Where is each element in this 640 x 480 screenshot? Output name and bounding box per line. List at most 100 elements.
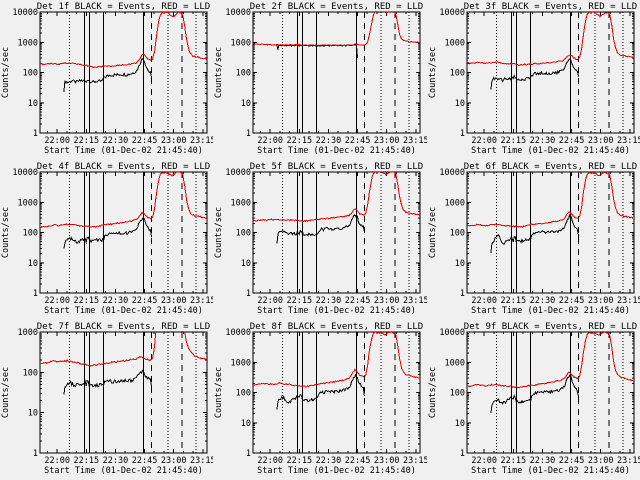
x-tick-label: 23:00 (374, 456, 400, 466)
x-tick-label: 23:15 (403, 136, 427, 146)
y-tick-label: 10000 (439, 8, 465, 18)
y-tick-label: 1000 (231, 38, 251, 48)
x-tick-label: 22:00 (257, 296, 283, 306)
reference-lines (281, 172, 410, 293)
x-tick-label: 22:45 (132, 136, 158, 146)
y-tick-label: 100 (23, 69, 38, 79)
y-tick-label: 100 (23, 368, 38, 378)
x-tick-label: 23:00 (161, 296, 187, 306)
axes (252, 171, 421, 294)
x-tick-label: 23:00 (588, 296, 614, 306)
y-tick-label: 10000 (225, 168, 251, 178)
x-tick-label: 22:30 (316, 456, 342, 466)
y-tick-label: 1 (246, 289, 251, 299)
chart-canvas-det-6f: Det 6f BLACK = Events, RED = LLD 1 10 100 10… (428, 162, 640, 316)
y-tick-label: 100 (236, 389, 251, 399)
x-tick-label: 22:15 (286, 456, 312, 466)
chart-canvas-det-4f: Det 4f BLACK = Events, RED = LLD 1 10 100 10… (1, 162, 216, 316)
y-tick-label: 10 (28, 259, 38, 269)
series-events-det-6f (490, 213, 579, 254)
x-axis-title: Start Time (01-Dec-02 21:45:40) (44, 146, 203, 156)
series-lld-det-2f (253, 12, 420, 47)
x-tick-label: 22:00 (471, 456, 497, 466)
series-lld-det-9f (467, 332, 634, 389)
y-axis-title: Counts/sec (428, 207, 438, 258)
x-tick-label: 22:45 (345, 296, 371, 306)
y-tick-label: 1000 (445, 198, 465, 208)
y-axis-title: Counts/sec (214, 367, 224, 418)
y-axis-title: Counts/sec (1, 47, 11, 98)
x-tick-label: 22:15 (500, 136, 526, 146)
x-tick-label: 22:45 (559, 456, 585, 466)
y-tick-label: 1 (33, 289, 38, 299)
x-tick-label: 23:15 (617, 296, 640, 306)
x-tick-label: 23:15 (190, 136, 213, 146)
series-lld-det-4f (40, 172, 207, 229)
reference-lines (495, 332, 624, 453)
series-events-det-7f (63, 369, 152, 395)
y-tick-label: 1 (246, 129, 251, 139)
x-axis-title: Start Time (01-Dec-02 21:45:40) (257, 146, 416, 156)
x-tick-label: 22:30 (530, 296, 556, 306)
series-lld-det-8f (253, 332, 420, 388)
y-tick-label: 1000 (445, 358, 465, 368)
y-axis-title: Counts/sec (214, 207, 224, 258)
y-tick-label: 100 (236, 229, 251, 239)
subplot-det-2f: Det 2f BLACK = Events, RED = LLD 1 10 100 10… (213, 0, 429, 160)
x-tick-label: 23:15 (190, 456, 213, 466)
x-tick-label: 22:45 (559, 136, 585, 146)
series-events-det-8f (276, 373, 365, 410)
y-tick-label: 1000 (445, 38, 465, 48)
chart-canvas-det-2f: Det 2f BLACK = Events, RED = LLD 1 10 100 10… (214, 2, 429, 156)
series-lld-det-7f (40, 332, 207, 367)
x-tick-label: 23:00 (588, 456, 614, 466)
chart-canvas-det-9f: Det 9f BLACK = Events, RED = LLD 1 10 100 10… (428, 322, 640, 476)
reference-lines (281, 12, 410, 133)
subplot-det-6f: Det 6f BLACK = Events, RED = LLD 1 10 100 10… (427, 160, 640, 320)
y-tick-label: 10 (28, 99, 38, 109)
series-events-det-4f (63, 216, 152, 249)
x-tick-label: 22:45 (132, 296, 158, 306)
x-tick-label: 23:15 (403, 456, 427, 466)
y-tick-label: 1000 (231, 358, 251, 368)
y-tick-label: 1 (460, 289, 465, 299)
x-tick-label: 23:15 (617, 456, 640, 466)
axes (39, 11, 208, 134)
y-tick-label: 1 (246, 449, 251, 459)
y-tick-label: 1 (460, 129, 465, 139)
reference-lines (68, 12, 197, 133)
x-tick-label: 22:15 (286, 136, 312, 146)
x-tick-label: 22:15 (286, 296, 312, 306)
chart-canvas-det-3f: Det 3f BLACK = Events, RED = LLD 1 10 100 10… (428, 2, 640, 156)
y-axis-title: Counts/sec (428, 47, 438, 98)
axes (39, 331, 208, 454)
x-tick-label: 22:30 (316, 136, 342, 146)
y-tick-label: 10 (455, 259, 465, 269)
plot-title: Det 1f BLACK = Events, RED = LLD (37, 2, 210, 12)
x-tick-label: 22:45 (345, 136, 371, 146)
series-events-det-1f (63, 58, 152, 93)
y-tick-label: 10 (28, 409, 38, 419)
axes (39, 171, 208, 294)
y-tick-label: 10000 (12, 8, 38, 18)
plot-title: Det 8f BLACK = Events, RED = LLD (250, 322, 423, 332)
chart-canvas-det-5f: Det 5f BLACK = Events, RED = LLD 1 10 100 10… (214, 162, 429, 316)
x-axis-title: Start Time (01-Dec-02 21:45:40) (471, 306, 630, 316)
axes (466, 171, 635, 294)
x-axis-title: Start Time (01-Dec-02 21:45:40) (44, 466, 203, 476)
axes (252, 11, 421, 134)
reference-lines (495, 172, 624, 293)
x-axis-title: Start Time (01-Dec-02 21:45:40) (257, 466, 416, 476)
reference-lines (495, 12, 624, 133)
series-events-det-9f (490, 373, 579, 414)
x-tick-label: 23:00 (588, 136, 614, 146)
y-tick-label: 100 (450, 69, 465, 79)
y-tick-label: 10000 (439, 168, 465, 178)
y-tick-label: 1 (33, 449, 38, 459)
plot-title: Det 4f BLACK = Events, RED = LLD (37, 162, 210, 172)
x-tick-label: 22:00 (471, 136, 497, 146)
x-tick-label: 22:15 (73, 296, 99, 306)
y-tick-label: 100 (23, 229, 38, 239)
y-tick-label: 1000 (18, 198, 38, 208)
x-axis-title: Start Time (01-Dec-02 21:45:40) (257, 306, 416, 316)
